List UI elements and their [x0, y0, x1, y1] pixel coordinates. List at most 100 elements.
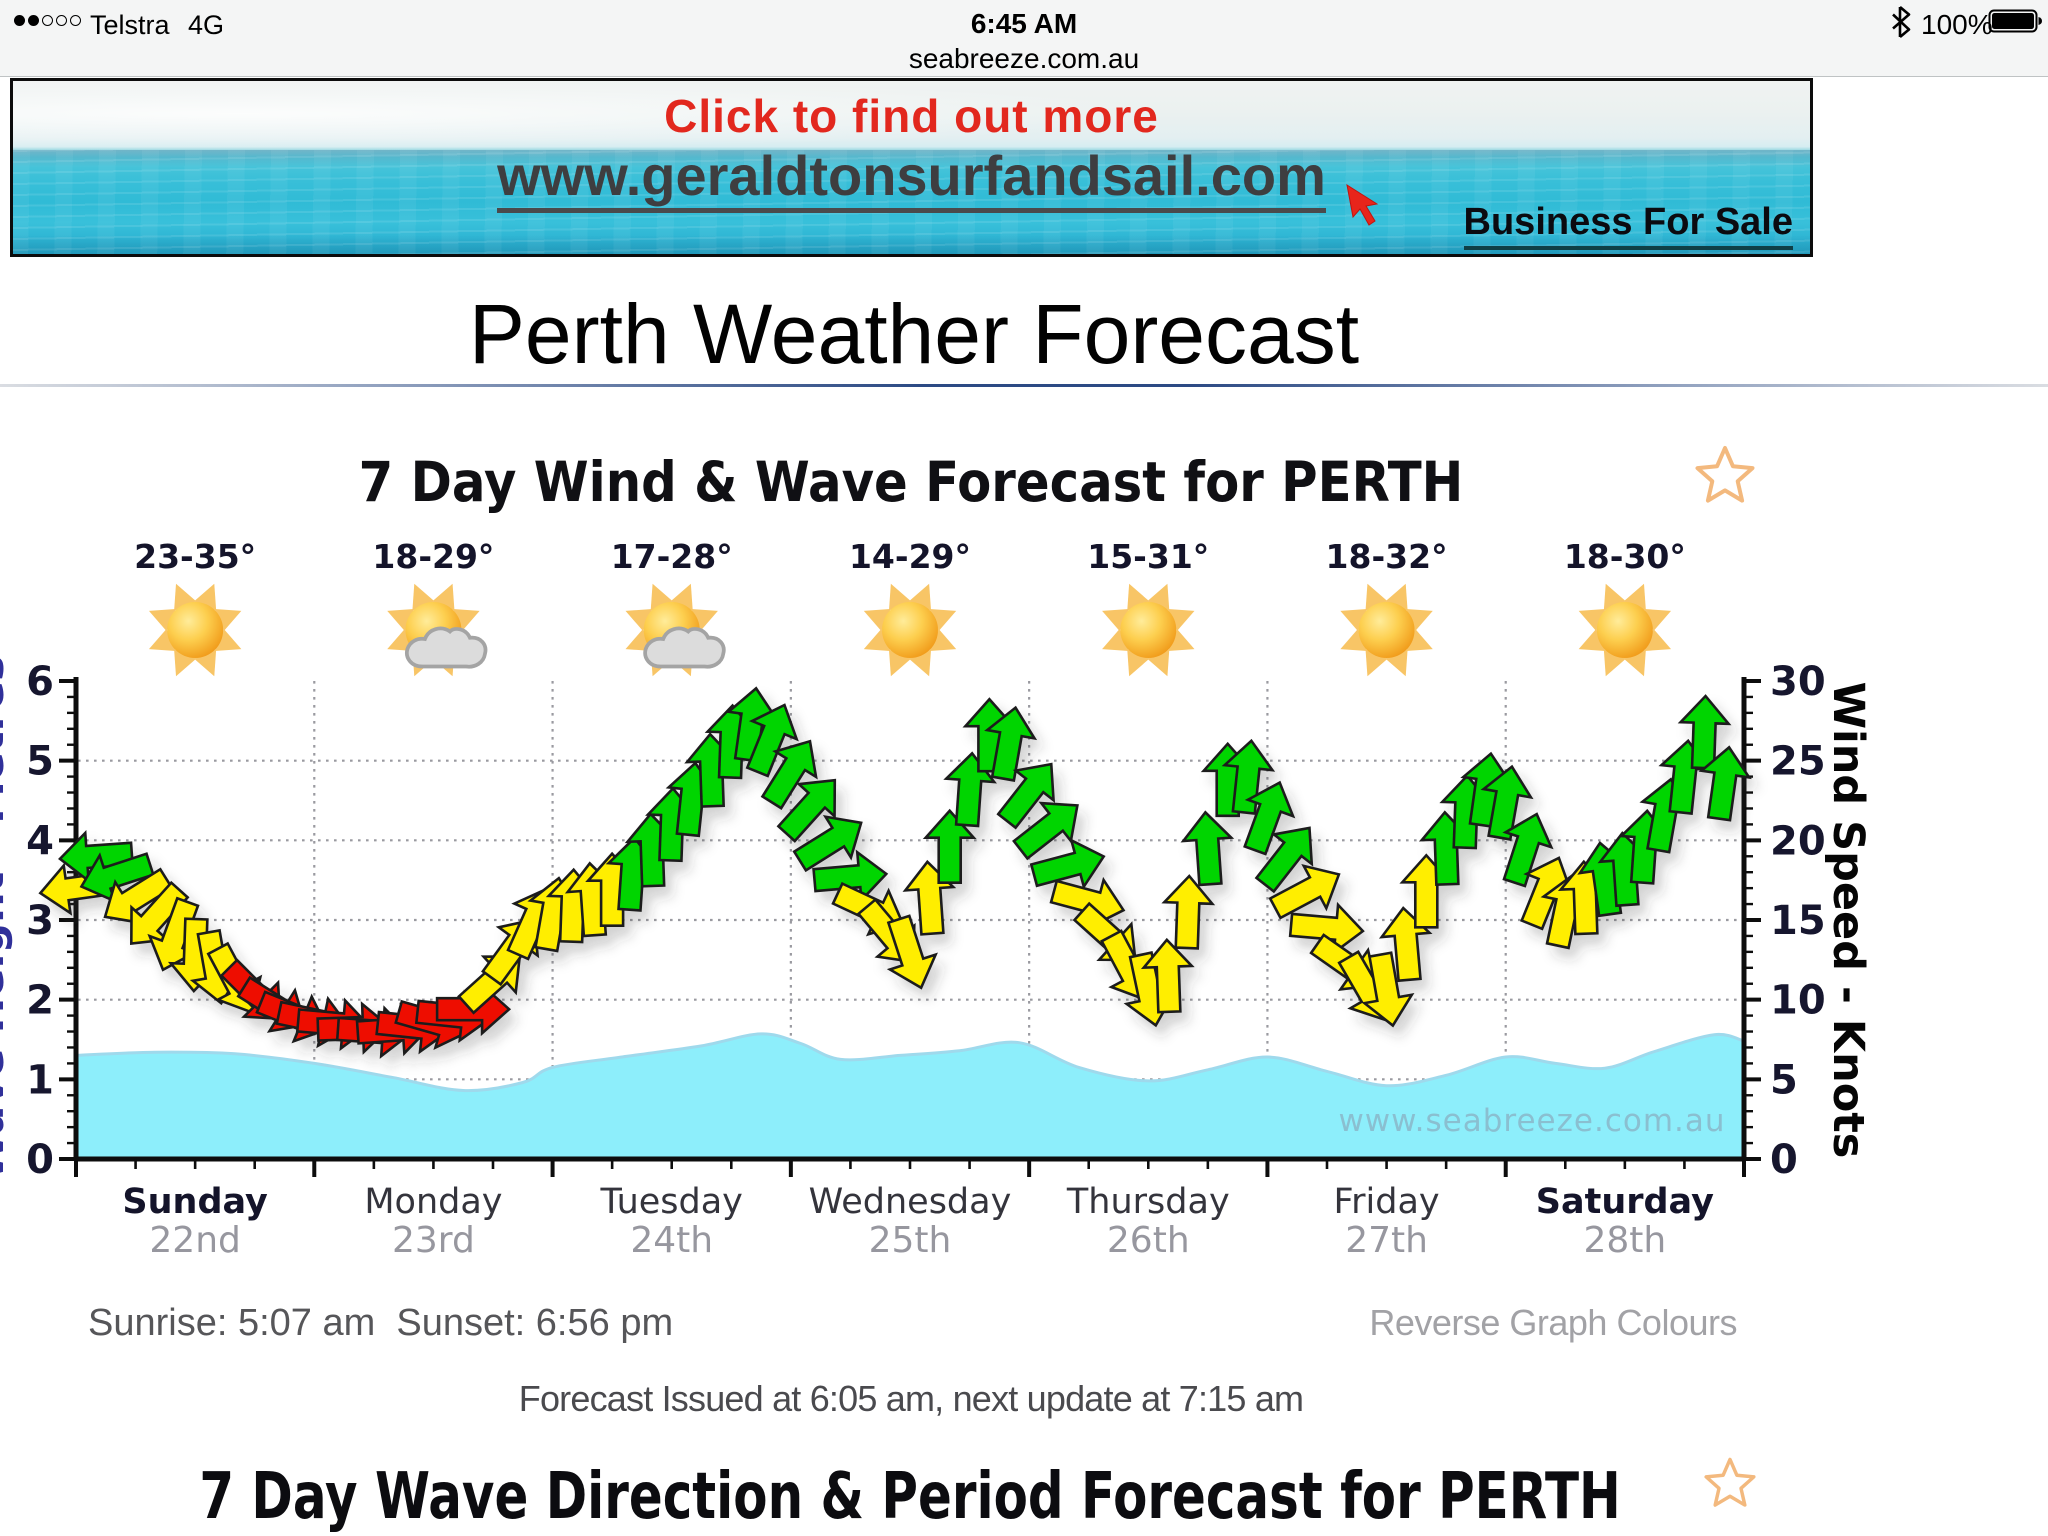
banner-business-for-sale: Business For Sale — [1463, 201, 1793, 250]
chart-watermark: www.seabreeze.com.au — [1338, 1103, 1725, 1139]
temperature-label: 23-35° — [134, 537, 256, 576]
network-type-label: 4G — [188, 10, 225, 40]
url-label: seabreeze.com.au — [908, 43, 1140, 74]
sunrise-sunset-label: Sunrise: 5:07 am Sunset: 6:56 pm — [88, 1302, 674, 1344]
wind-arrow — [1698, 745, 1752, 822]
day-label: Monday — [364, 1182, 502, 1222]
temperature-label: 17-28° — [611, 537, 733, 576]
signal-dot — [70, 14, 81, 26]
banner-sky-haze — [13, 81, 1271, 154]
wind-axis-tick-label: 25 — [1770, 739, 1826, 785]
wind-arrow — [1029, 837, 1106, 890]
wind-arrow — [996, 762, 1056, 830]
wave-axis-tick-label: 4 — [26, 818, 54, 864]
day-label: Wednesday — [809, 1182, 1012, 1222]
reverse-graph-colours-link[interactable]: Reverse Graph Colours — [1369, 1302, 1737, 1343]
battery-icon — [1988, 9, 2042, 38]
chart-axes — [59, 677, 1761, 1177]
wind-axis-tick-label: 30 — [1770, 659, 1826, 705]
wind-arrow — [1288, 901, 1365, 956]
forecast-chart-title: 7 Day Wind & Wave Forecast for PERTH — [358, 450, 1464, 514]
date-label: 28th — [1583, 1220, 1666, 1261]
wave-height-area — [75, 1032, 1745, 1159]
date-label: 22nd — [149, 1220, 240, 1261]
status-bar: Telstra 4G 6:45 AM seabreeze.com.au 100% — [0, 0, 2048, 77]
wind-arrow — [1140, 937, 1195, 1014]
signal-dot — [42, 14, 53, 26]
favourite-star-icon[interactable] — [1703, 1456, 1757, 1513]
wind-arrow — [1243, 780, 1296, 856]
temperature-label: 18-32° — [1326, 537, 1448, 576]
cursor-icon — [1341, 183, 1385, 242]
carrier-label: Telstra — [90, 10, 170, 40]
wind-arrow — [1180, 810, 1235, 887]
temperature-label: 18-29° — [372, 537, 494, 576]
wind-arrow-series — [38, 686, 1752, 1059]
wind-arrow — [984, 705, 1038, 782]
sunny-icon — [1578, 583, 1672, 677]
date-label: 24th — [630, 1220, 713, 1261]
wind-arrow — [1268, 863, 1341, 920]
wind-speed-axis-title: Wind Speed - Knots — [1823, 682, 1873, 1159]
clock: 6:45 AM — [970, 8, 1078, 39]
wave-axis-tick-label: 0 — [26, 1137, 54, 1183]
sunny-icon — [1102, 583, 1195, 677]
day-label: Sunday — [122, 1182, 268, 1222]
wind-axis-tick-label: 10 — [1770, 978, 1826, 1024]
partly-cloudy-icon — [625, 583, 726, 677]
wind-arrow — [760, 739, 818, 810]
daily-weather-icons — [148, 583, 1672, 677]
wave-axis-tick-label: 5 — [26, 739, 54, 785]
wind-arrow — [1254, 826, 1314, 894]
bluetooth-icon — [1890, 6, 1912, 43]
wind-arrow — [776, 778, 837, 843]
wind-arrow — [1012, 801, 1079, 861]
banner-cta: Click to find out more — [664, 90, 1159, 142]
wind-arrow — [812, 849, 889, 904]
wave-axis-tick-label: 3 — [26, 898, 54, 944]
banner-sea — [13, 150, 1810, 254]
partly-cloudy-icon — [387, 583, 488, 677]
wave-axis-tick-label: 2 — [26, 978, 54, 1024]
wind-arrow — [1361, 951, 1415, 1028]
signal-strength-icon — [14, 14, 81, 26]
signal-dot — [14, 14, 25, 26]
wind-axis-tick-label: 20 — [1770, 818, 1826, 864]
wind-arrow — [745, 703, 799, 778]
wind-arrow — [886, 914, 938, 990]
wave-axis-tick-label: 6 — [26, 659, 54, 705]
wind-axis-tick-label: 0 — [1770, 1137, 1798, 1183]
wind-arrow — [1161, 874, 1216, 950]
banner-ad[interactable]: Click to find out more www.geraldtonsurf… — [10, 78, 1813, 257]
wave-height-axis-title: Wave Height - Metres — [0, 655, 14, 1180]
day-label: Thursday — [1066, 1182, 1230, 1222]
day-label: Tuesday — [600, 1182, 743, 1222]
page-title: Perth Weather Forecast — [468, 287, 1360, 381]
sunny-icon — [863, 583, 957, 677]
sunny-icon — [148, 583, 242, 677]
favourite-star-icon[interactable] — [1694, 444, 1756, 509]
sunny-icon — [1340, 583, 1433, 677]
wind-arrow — [58, 830, 134, 884]
wind-arrow — [1502, 812, 1554, 888]
battery-percent-label: 100% — [1921, 9, 1993, 40]
signal-dot — [56, 14, 67, 26]
signal-dot — [28, 14, 39, 26]
forecast-issued-label: Forecast Issued at 6:05 am, next update … — [518, 1378, 1304, 1419]
wave-direction-section-title: 7 Day Wave Direction & Period Forecast f… — [199, 1460, 1621, 1534]
wind-wave-chart: www.seabreeze.com.au 0 1 2 3 4 5 6 0 5 10 15 20 25 30… — [0, 530, 2048, 1272]
temperature-label: 14-29° — [849, 537, 971, 576]
date-label: 26th — [1107, 1220, 1190, 1261]
wind-axis-tick-label: 5 — [1770, 1057, 1798, 1103]
wind-arrow — [79, 852, 155, 904]
temperature-label: 18-30° — [1564, 537, 1686, 576]
sun-times-row: Sunrise: 5:07 am Sunset: 6:56 pm Reverse… — [0, 1302, 2048, 1348]
day-label: Friday — [1334, 1182, 1440, 1222]
wave-axis-tick-label: 1 — [26, 1057, 54, 1103]
date-label: 23rd — [392, 1220, 475, 1261]
wave-area — [76, 1033, 1744, 1159]
temperature-label: 15-31° — [1087, 537, 1209, 576]
divider — [0, 384, 2048, 387]
wind-axis-tick-label: 15 — [1770, 898, 1826, 944]
